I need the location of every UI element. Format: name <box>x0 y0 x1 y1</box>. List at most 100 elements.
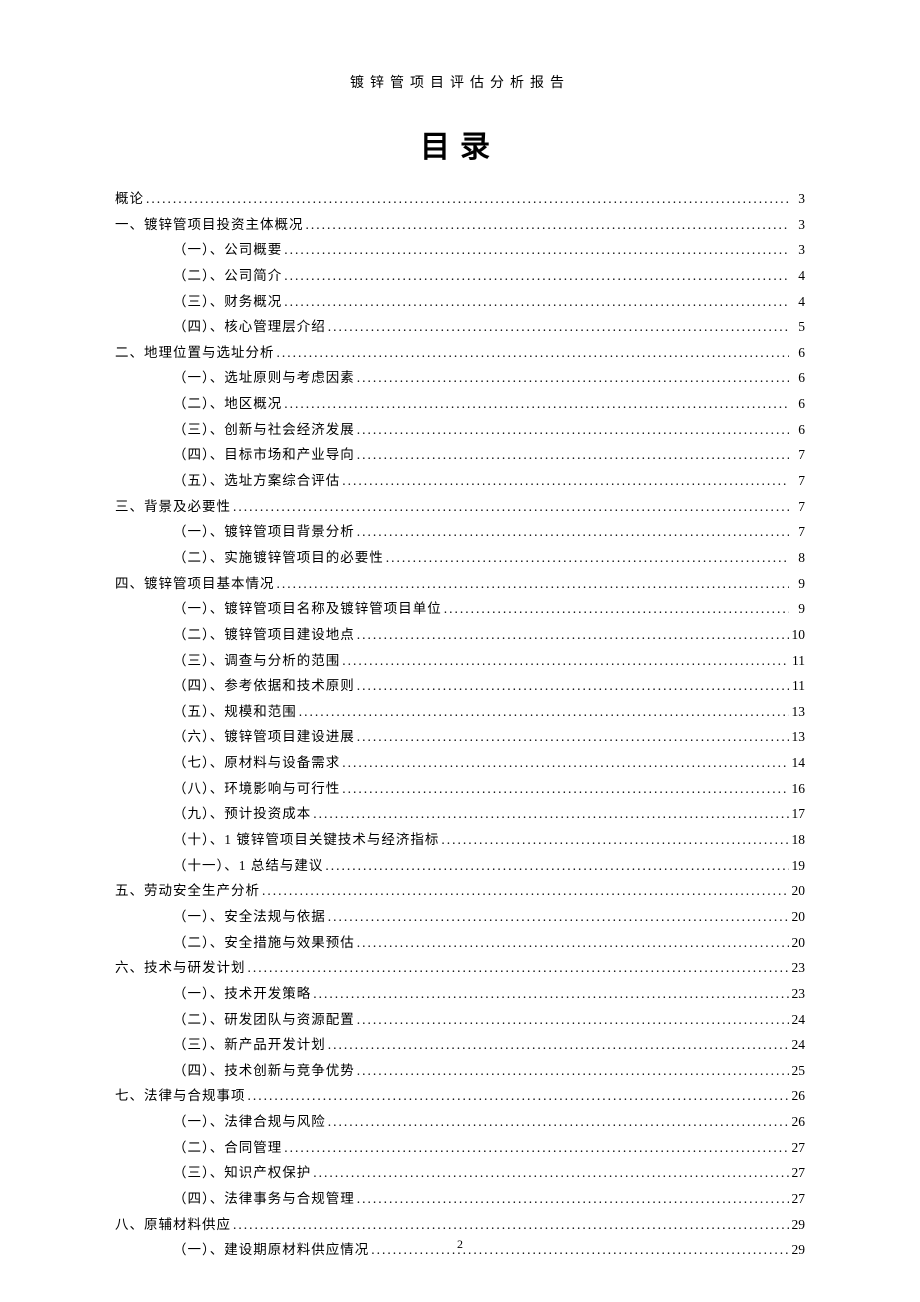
toc-leader-dots <box>275 571 790 597</box>
toc-entry: （四）、核心管理层介绍5 <box>115 314 805 340</box>
toc-leader-dots <box>260 878 789 904</box>
toc-leader-dots <box>355 673 789 699</box>
table-of-contents: 概论3一、镀锌管项目投资主体概况3（一）、公司概要3（二）、公司简介4（三）、财… <box>115 186 805 1263</box>
toc-entry: （二）、镀锌管项目建设地点 10 <box>115 622 805 648</box>
toc-leader-dots <box>282 263 789 289</box>
toc-entry: （一）、镀锌管项目名称及镀锌管项目单位9 <box>115 596 805 622</box>
toc-leader-dots <box>439 827 789 853</box>
toc-entry: 五、劳动安全生产分析20 <box>115 878 805 904</box>
toc-entry-page: 26 <box>789 1109 805 1135</box>
toc-leader-dots <box>304 212 790 238</box>
toc-entry: （二）、合同管理27 <box>115 1135 805 1161</box>
toc-entry: （五）、选址方案综合评估 7 <box>115 468 805 494</box>
toc-entry-page: 24 <box>789 1007 805 1033</box>
toc-entry-page: 13 <box>789 724 805 750</box>
toc-entry-label: （九）、预计投资成本 <box>173 801 311 827</box>
toc-entry: （三）、财务概况 4 <box>115 289 805 315</box>
toc-entry: （八）、环境影响与可行性 16 <box>115 776 805 802</box>
toc-leader-dots <box>231 494 789 520</box>
toc-entry-page: 23 <box>789 955 805 981</box>
toc-leader-dots <box>442 596 789 622</box>
toc-entry-label: （十）、1 镀锌管项目关键技术与经济指标 <box>173 827 439 853</box>
toc-leader-dots <box>275 340 790 366</box>
toc-entry-label: （二）、实施镀锌管项目的必要性 <box>173 545 384 571</box>
document-header-title: 镀锌管项目评估分析报告 <box>115 72 805 92</box>
toc-leader-dots <box>355 724 789 750</box>
toc-entry-page: 8 <box>789 545 805 571</box>
toc-entry-page: 4 <box>789 289 805 315</box>
toc-entry-label: （二）、镀锌管项目建设地点 <box>173 622 355 648</box>
toc-entry-label: 一、镀锌管项目投资主体概况 <box>115 212 304 238</box>
toc-entry: （四）、法律事务与合规管理27 <box>115 1186 805 1212</box>
toc-leader-dots <box>246 955 790 981</box>
toc-entry-label: （八）、环境影响与可行性 <box>173 776 340 802</box>
toc-entry-label: （三）、调查与分析的范围 <box>173 648 340 674</box>
toc-entry-page: 14 <box>789 750 805 776</box>
toc-leader-dots <box>231 1212 789 1238</box>
toc-entry: （三）、新产品开发计划 24 <box>115 1032 805 1058</box>
toc-leader-dots <box>323 853 789 879</box>
toc-entry-page: 11 <box>789 673 805 699</box>
toc-entry: （五）、规模和范围13 <box>115 699 805 725</box>
toc-entry-page: 27 <box>789 1135 805 1161</box>
toc-leader-dots <box>355 1058 789 1084</box>
toc-entry: （一）、公司概要 3 <box>115 237 805 263</box>
toc-entry-page: 4 <box>789 263 805 289</box>
toc-entry: （二）、地区概况6 <box>115 391 805 417</box>
toc-leader-dots <box>297 699 789 725</box>
toc-entry-page: 20 <box>789 930 805 956</box>
toc-entry-label: （五）、规模和范围 <box>173 699 297 725</box>
toc-entry-label: （一）、技术开发策略 <box>173 981 311 1007</box>
toc-leader-dots <box>355 442 789 468</box>
toc-entry: （三）、创新与社会经济发展6 <box>115 417 805 443</box>
toc-leader-dots <box>282 391 789 417</box>
toc-entry-label: （二）、公司简介 <box>173 263 282 289</box>
toc-entry-label: （四）、参考依据和技术原则 <box>173 673 355 699</box>
toc-leader-dots <box>340 468 789 494</box>
toc-leader-dots <box>340 648 789 674</box>
toc-leader-dots <box>326 1032 789 1058</box>
toc-entry: （六）、镀锌管项目建设进展13 <box>115 724 805 750</box>
toc-entry-page: 7 <box>789 519 805 545</box>
toc-leader-dots <box>311 1160 789 1186</box>
toc-entry-page: 16 <box>789 776 805 802</box>
toc-leader-dots <box>355 930 789 956</box>
toc-entry-page: 25 <box>789 1058 805 1084</box>
toc-entry-page: 7 <box>789 468 805 494</box>
toc-entry-label: 七、法律与合规事项 <box>115 1083 246 1109</box>
toc-entry-label: （一）、公司概要 <box>173 237 282 263</box>
toc-entry-page: 11 <box>789 648 805 674</box>
toc-entry-page: 20 <box>789 904 805 930</box>
toc-entry: （二）、公司简介 4 <box>115 263 805 289</box>
toc-entry-page: 9 <box>789 571 805 597</box>
toc-entry-label: 三、背景及必要性 <box>115 494 231 520</box>
toc-entry: （四）、目标市场和产业导向7 <box>115 442 805 468</box>
toc-entry-label: （三）、新产品开发计划 <box>173 1032 326 1058</box>
toc-entry-label: （五）、选址方案综合评估 <box>173 468 340 494</box>
toc-entry-page: 26 <box>789 1083 805 1109</box>
toc-entry-label: （三）、知识产权保护 <box>173 1160 311 1186</box>
toc-leader-dots <box>282 289 789 315</box>
toc-entry-label: （一）、选址原则与考虑因素 <box>173 365 355 391</box>
toc-entry-label: （三）、创新与社会经济发展 <box>173 417 355 443</box>
toc-entry-label: （十一）、1 总结与建议 <box>173 853 323 879</box>
toc-entry-page: 3 <box>789 237 805 263</box>
toc-entry: （九）、预计投资成本17 <box>115 801 805 827</box>
toc-entry: （一）、安全法规与依据20 <box>115 904 805 930</box>
toc-entry-page: 20 <box>789 878 805 904</box>
toc-entry-label: （三）、财务概况 <box>173 289 282 315</box>
toc-entry-page: 24 <box>789 1032 805 1058</box>
toc-leader-dots <box>311 981 789 1007</box>
toc-entry-page: 10 <box>789 622 805 648</box>
toc-entry: 四、镀锌管项目基本情况9 <box>115 571 805 597</box>
toc-leader-dots <box>326 1109 789 1135</box>
toc-entry: 一、镀锌管项目投资主体概况3 <box>115 212 805 238</box>
toc-entry: （二）、安全措施与效果预估20 <box>115 930 805 956</box>
toc-leader-dots <box>355 1007 789 1033</box>
toc-leader-dots <box>340 776 789 802</box>
toc-entry-label: （二）、地区概况 <box>173 391 282 417</box>
toc-entry-page: 5 <box>789 314 805 340</box>
toc-entry-label: 六、技术与研发计划 <box>115 955 246 981</box>
toc-entry: （七）、原材料与设备需求14 <box>115 750 805 776</box>
toc-entry: （三）、调查与分析的范围 11 <box>115 648 805 674</box>
